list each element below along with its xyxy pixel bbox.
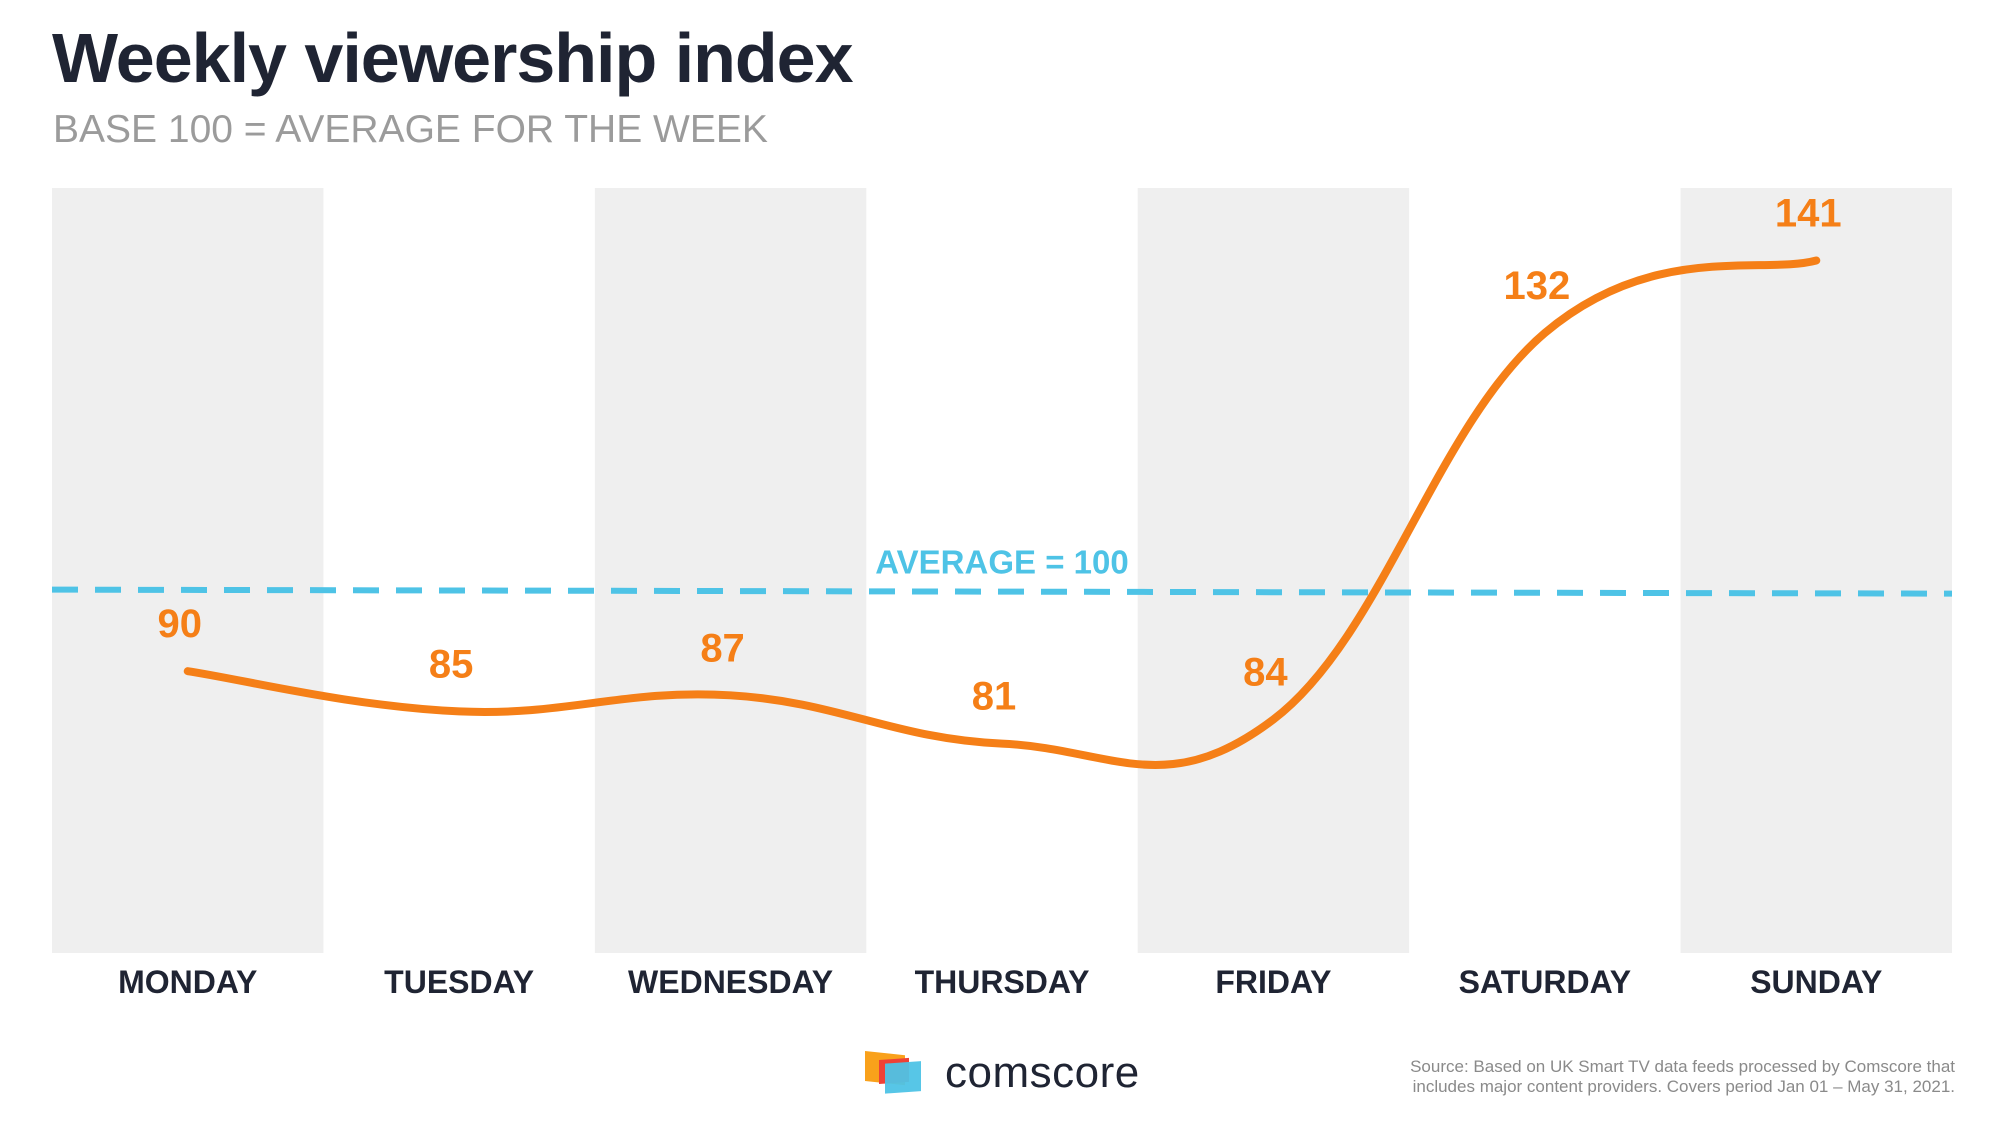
average-line	[51, 586, 1953, 597]
source-note-line-1: Source: Based on UK Smart TV data feeds …	[1410, 1057, 1955, 1076]
average-reference-line: AVERAGE = 100	[51, 544, 1953, 597]
x-tick-label-wednesday: WEDNESDAY	[628, 964, 833, 1000]
day-bands	[52, 188, 1952, 953]
data-labels: 90 85 87 81 84 132 141	[157, 191, 1841, 718]
x-tick-label-friday: FRIDAY	[1215, 964, 1331, 1000]
band-monday	[52, 188, 324, 953]
series-line-path	[183, 256, 1821, 769]
average-line-label: AVERAGE = 100	[875, 544, 1128, 581]
chart-subtitle: BASE 100 = AVERAGE FOR THE WEEK	[53, 108, 768, 151]
comscore-logo: comscore	[865, 1048, 1140, 1098]
data-label-wednesday: 87	[700, 626, 745, 670]
band-sunday	[1680, 188, 1952, 953]
x-tick-label-tuesday: TUESDAY	[384, 964, 534, 1000]
data-label-monday: 90	[157, 602, 202, 646]
source-note-line-2: includes major content providers. Covers…	[1412, 1077, 1955, 1096]
band-friday	[1137, 188, 1410, 953]
data-label-sunday: 141	[1775, 191, 1842, 235]
band-wednesday	[594, 188, 867, 953]
logo-square-blue	[885, 1061, 921, 1094]
data-label-friday: 84	[1243, 650, 1288, 694]
x-axis-tick-labels: MONDAY TUESDAY WEDNESDAY THURSDAY FRIDAY SATU…	[118, 964, 1882, 1000]
data-label-tuesday: 85	[429, 642, 474, 686]
comscore-logo-icon	[865, 1051, 921, 1094]
x-tick-label-monday: MONDAY	[118, 964, 257, 1000]
data-label-thursday: 81	[972, 675, 1017, 719]
data-label-saturday: 132	[1503, 264, 1570, 308]
source-note: Source: Based on UK Smart TV data feeds …	[1315, 1057, 1955, 1097]
logo-wordmark: comscore	[945, 1048, 1140, 1097]
x-tick-label-saturday: SATURDAY	[1459, 964, 1631, 1000]
x-tick-label-sunday: SUNDAY	[1750, 964, 1882, 1000]
x-tick-label-thursday: THURSDAY	[915, 964, 1090, 1000]
chart-title: Weekly viewership index	[52, 19, 854, 97]
series-line	[183, 256, 1821, 769]
